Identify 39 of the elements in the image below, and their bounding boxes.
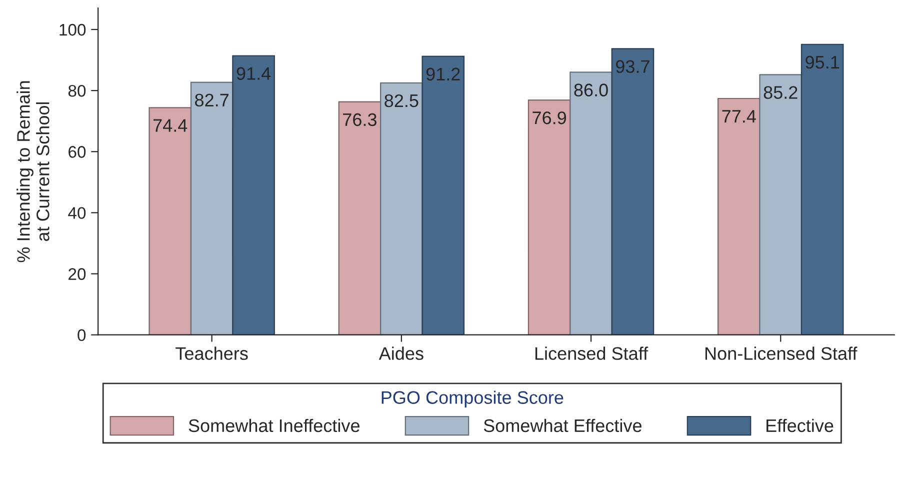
bar xyxy=(611,48,654,335)
bar xyxy=(570,72,612,335)
legend-label: Effective xyxy=(766,418,834,432)
bar xyxy=(759,74,802,335)
data-label: 86.0 xyxy=(574,84,608,96)
y-tick-label: 0 xyxy=(78,329,86,342)
x-tick-label: Teachers xyxy=(176,346,248,360)
bar xyxy=(338,101,382,335)
x-tick-label: Licensed Staff xyxy=(535,346,648,360)
data-label: 74.4 xyxy=(153,119,188,132)
y-axis-title: % Intending to Remain at Current School xyxy=(16,81,50,262)
data-label: 95.1 xyxy=(806,56,840,69)
data-label: 85.2 xyxy=(764,86,798,99)
data-label: 76.3 xyxy=(343,113,376,126)
data-label: 82.7 xyxy=(195,94,228,107)
data-label: 82.5 xyxy=(384,94,418,108)
legend-title: PGO Composite Score xyxy=(382,390,564,408)
data-label: 77.4 xyxy=(722,110,756,123)
legend-label: Somewhat Ineffective xyxy=(188,418,360,432)
x-tick-label: Non-Licensed Staff xyxy=(705,346,858,360)
bar xyxy=(148,107,192,335)
data-label: 91.2 xyxy=(426,68,460,81)
bar xyxy=(190,82,234,335)
bar xyxy=(528,99,571,335)
y-tick-label: 40 xyxy=(68,207,86,219)
bar xyxy=(380,82,423,335)
legend-label: Somewhat Effective xyxy=(484,418,642,432)
y-tick-label: 20 xyxy=(68,268,86,280)
bar xyxy=(422,56,465,335)
bar xyxy=(800,44,844,335)
y-tick-label: 60 xyxy=(68,146,86,158)
bar xyxy=(232,55,275,335)
data-label: 76.9 xyxy=(532,111,566,124)
bar xyxy=(718,98,760,335)
y-tick-label: 80 xyxy=(68,84,86,97)
data-label: 91.4 xyxy=(236,67,271,80)
data-label: 93.7 xyxy=(616,60,650,73)
y-tick-label: 100 xyxy=(60,24,86,36)
x-tick-label: Aides xyxy=(378,346,424,360)
